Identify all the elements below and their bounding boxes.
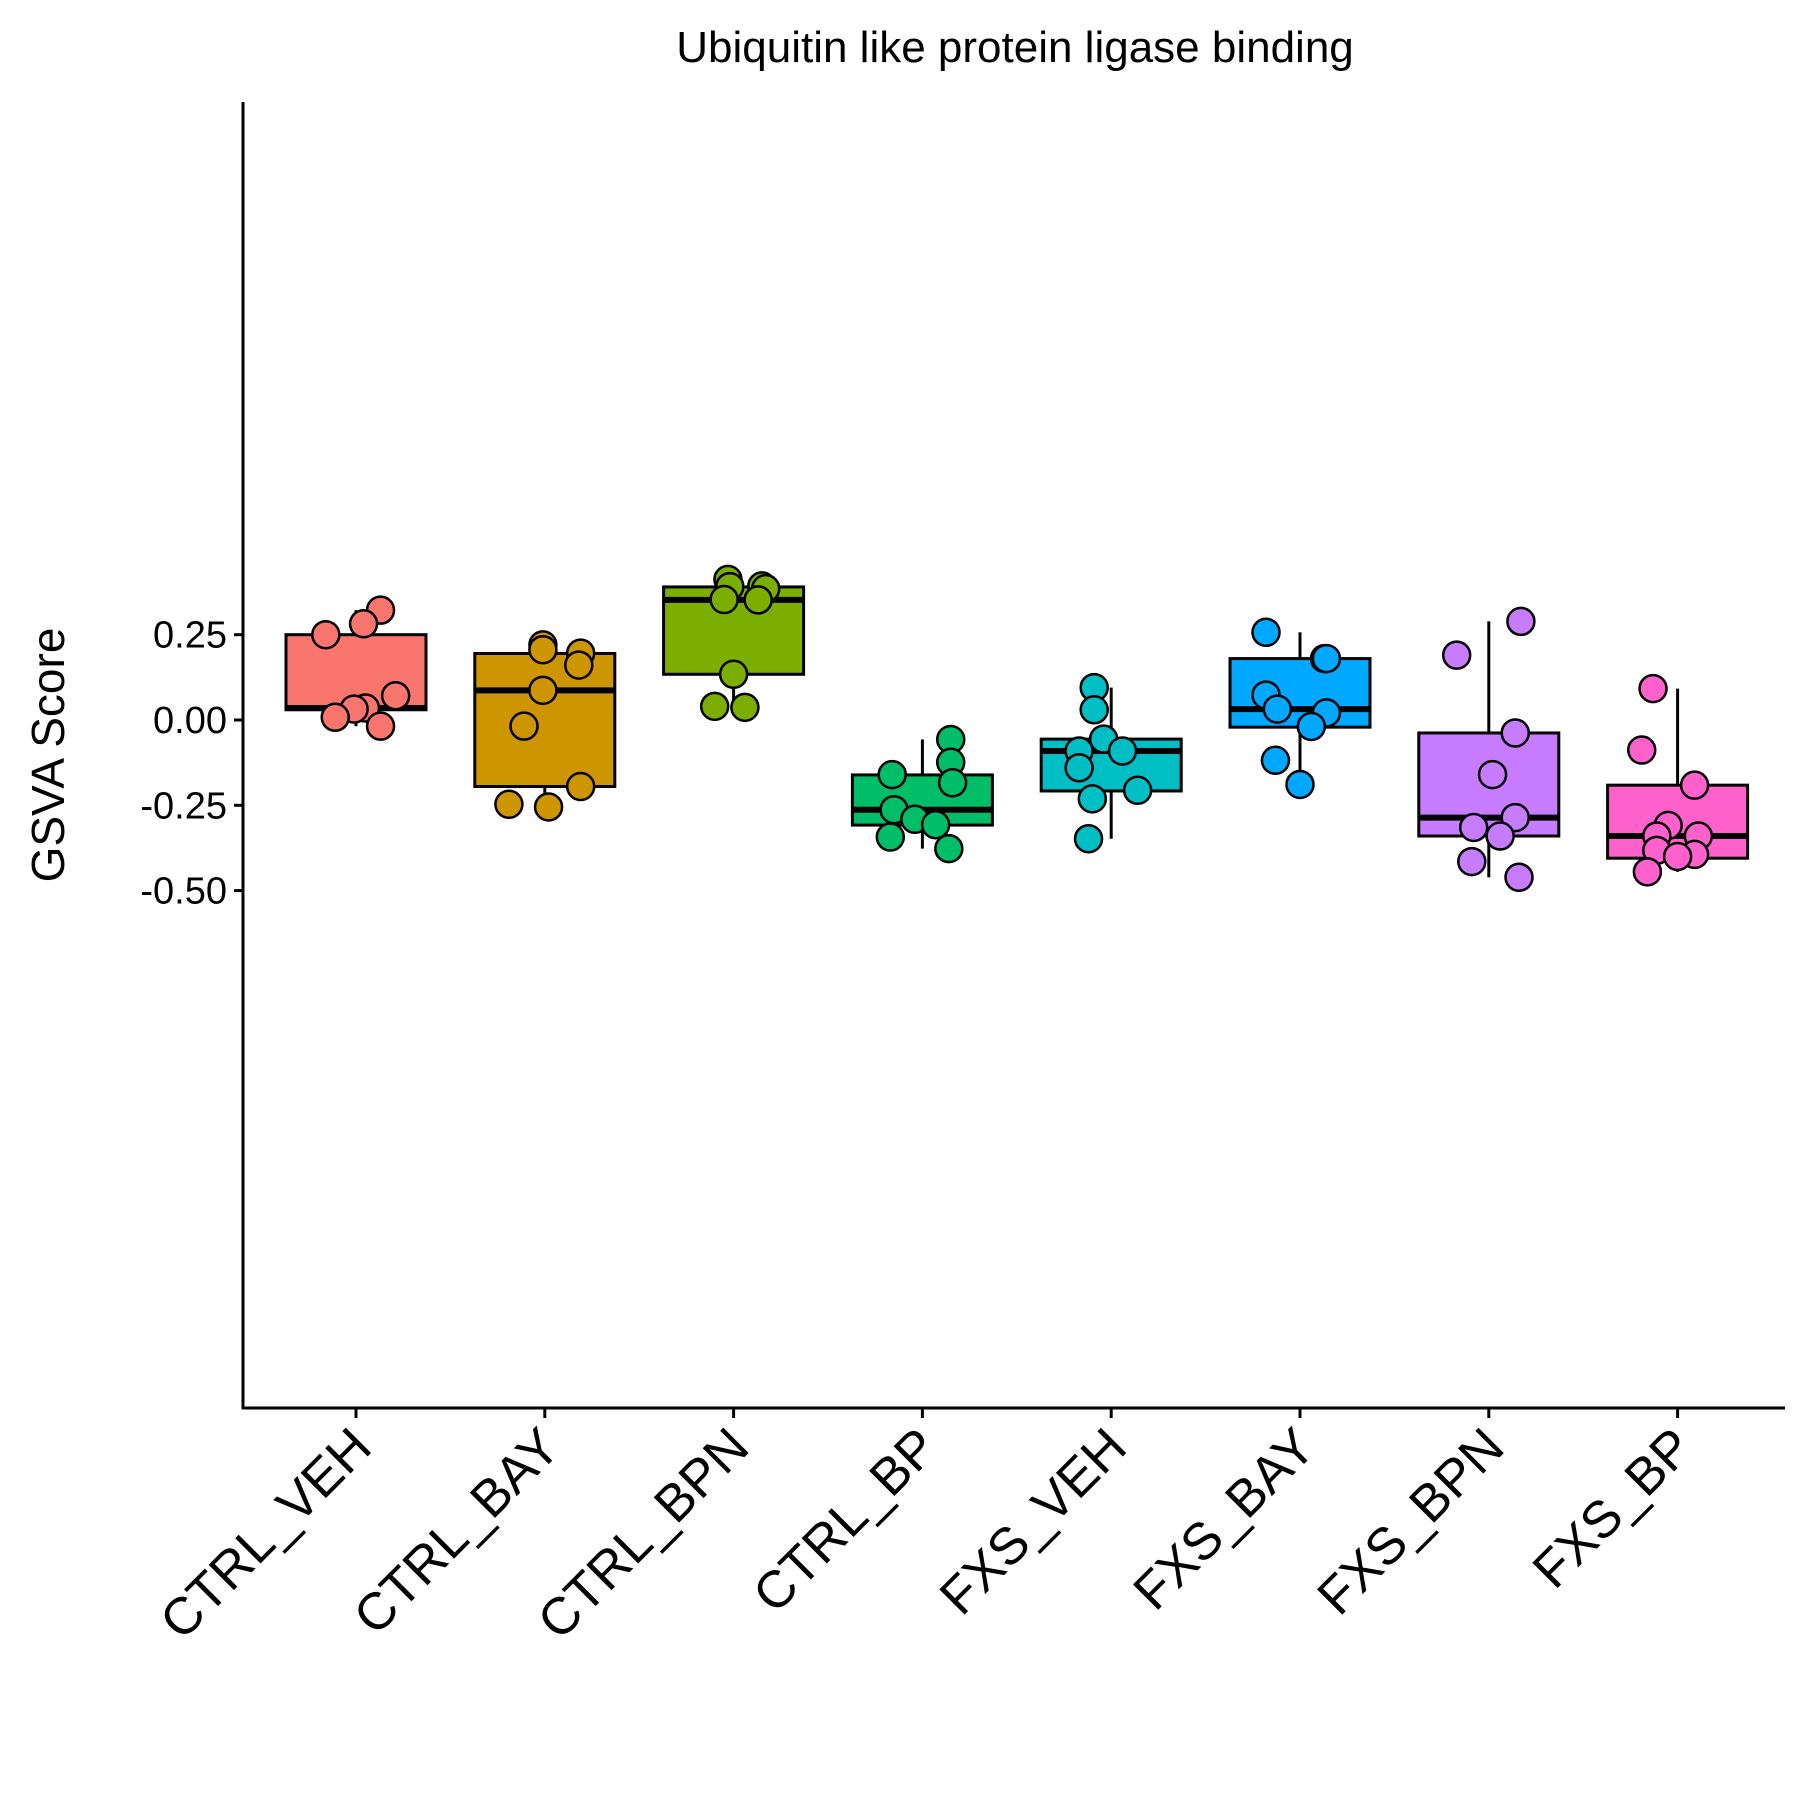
data-point <box>1285 769 1315 800</box>
data-point <box>1260 745 1291 776</box>
data-point <box>743 585 773 615</box>
x-tick-label: FXS_BPN <box>1307 1417 1516 1626</box>
data-point <box>1073 823 1104 854</box>
data-point <box>934 833 964 864</box>
data-point <box>1638 673 1668 704</box>
data-point <box>509 711 539 741</box>
data-point <box>1500 718 1530 748</box>
y-tick-label: -0.25 <box>140 785 227 827</box>
box-ctrl-bay <box>473 651 617 789</box>
y-axis-label: GSVA Score <box>22 628 74 883</box>
data-point <box>1079 695 1109 725</box>
y-tick-label: 0.00 <box>153 700 227 742</box>
data-point <box>1504 862 1534 893</box>
x-tick-label: FXS_BAY <box>1123 1417 1327 1621</box>
data-point <box>1626 735 1657 765</box>
x-tick-label: FXS_VEH <box>929 1417 1138 1626</box>
data-point <box>718 659 749 690</box>
data-point <box>699 691 730 722</box>
data-point <box>875 822 906 852</box>
data-point <box>1077 784 1108 814</box>
box-fxs-bay <box>1228 657 1372 729</box>
x-tick-label: CTRL_BP <box>742 1417 949 1624</box>
data-point <box>709 584 739 615</box>
data-point <box>1679 770 1710 800</box>
data-point <box>1506 606 1536 637</box>
data-point <box>1311 643 1342 674</box>
data-point <box>533 792 564 822</box>
data-point <box>494 789 524 820</box>
chart-title: Ubiquitin like protein ligase binding <box>676 23 1354 72</box>
data-point <box>565 771 596 802</box>
data-point <box>1485 821 1515 851</box>
data-point <box>1064 753 1094 783</box>
data-point <box>1296 711 1327 742</box>
data-point <box>1251 617 1281 648</box>
data-point <box>877 759 907 790</box>
data-point <box>348 609 379 639</box>
data-point <box>1632 857 1663 887</box>
data-point <box>564 650 594 680</box>
data-point <box>1458 812 1489 843</box>
data-point <box>528 634 558 665</box>
data-point <box>1477 759 1508 790</box>
x-tick-label: CTRL_VEH <box>149 1417 382 1650</box>
y-tick-label: -0.50 <box>140 871 227 913</box>
data-point <box>380 681 411 711</box>
data-point <box>920 809 951 840</box>
data-point <box>365 711 396 741</box>
data-point <box>1457 846 1487 877</box>
data-point <box>311 619 341 650</box>
data-point <box>1662 841 1693 872</box>
data-point <box>1441 640 1472 670</box>
plot-area: 0.250.00-0.25-0.50CTRL_VEHCTRL_BAYCTRL_B… <box>140 102 1785 1651</box>
x-tick-label: FXS_BP <box>1522 1417 1704 1599</box>
data-point <box>937 768 968 798</box>
data-point <box>1107 736 1138 766</box>
data-point <box>1262 694 1293 724</box>
data-point <box>528 675 558 706</box>
data-point <box>1122 775 1153 806</box>
data-point <box>730 692 760 723</box>
y-tick-label: 0.25 <box>153 615 227 657</box>
data-point <box>320 702 350 733</box>
